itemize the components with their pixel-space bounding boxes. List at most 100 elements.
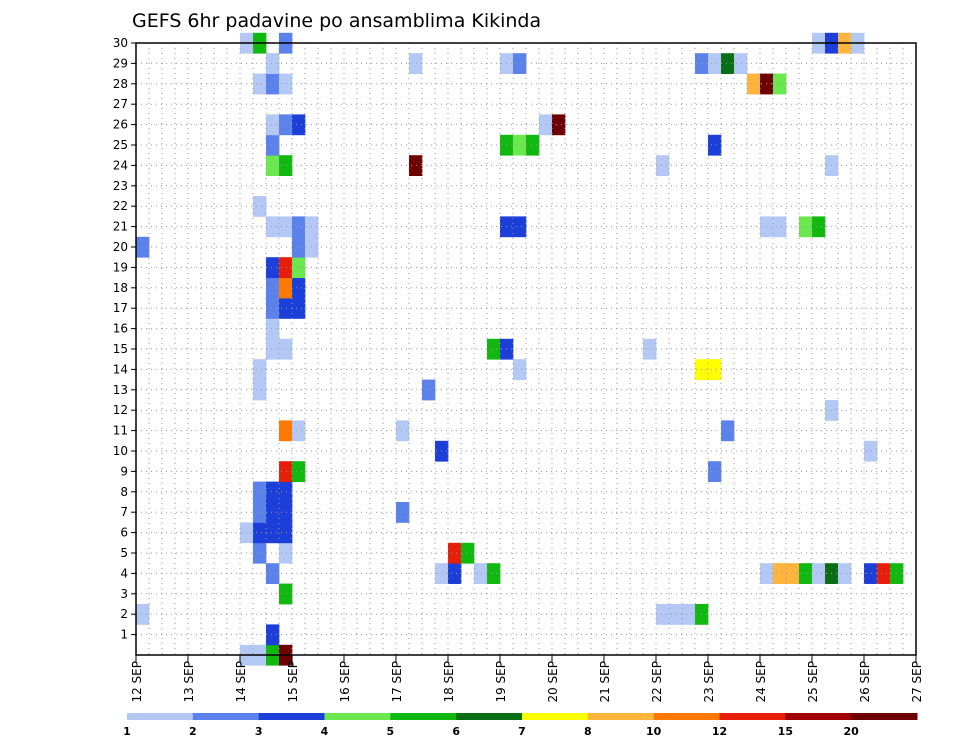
heatmap-cell xyxy=(474,563,488,584)
heatmap-cell xyxy=(253,379,267,401)
y-tick-label: 27 xyxy=(113,97,128,111)
y-tick-label: 22 xyxy=(113,199,128,213)
y-tick-label: 18 xyxy=(113,281,128,295)
colorbar-label: 2 xyxy=(189,725,197,738)
heatmap-cell xyxy=(526,134,540,156)
heatmap-cell xyxy=(799,216,813,238)
colorbar-swatch xyxy=(653,713,720,720)
y-tick-label: 4 xyxy=(120,566,128,580)
heatmap-cell xyxy=(682,604,696,625)
x-tick-label: 23 SEP xyxy=(702,661,716,703)
colorbar-label: 5 xyxy=(387,725,395,738)
heatmap-cell xyxy=(708,53,722,74)
y-tick-label: 12 xyxy=(113,403,128,417)
heatmap-cell xyxy=(292,216,306,238)
y-tick-label: 17 xyxy=(113,301,128,315)
heatmap-cell xyxy=(253,502,267,523)
heatmap-cell xyxy=(253,481,267,503)
heatmap-cell xyxy=(656,604,670,625)
y-tick-label: 2 xyxy=(120,607,128,621)
x-tick-label: 15 SEP xyxy=(286,661,300,703)
heatmap-cell xyxy=(292,298,306,319)
heatmap-cell xyxy=(513,53,527,74)
y-tick-label: 5 xyxy=(120,546,128,560)
colorbar-label: 20 xyxy=(844,725,860,738)
heatmap-cell xyxy=(253,542,267,564)
colorbar-label: 12 xyxy=(712,725,727,738)
y-tick-label: 30 xyxy=(113,36,128,50)
heatmap-cell xyxy=(136,604,150,625)
heatmap-cell xyxy=(266,257,280,278)
heatmap-cell xyxy=(253,73,267,95)
colorbar-swatch xyxy=(522,713,589,720)
x-tick-label: 24 SEP xyxy=(754,661,768,703)
y-tick-label: 28 xyxy=(113,77,128,91)
x-tick-label: 13 SEP xyxy=(182,661,196,703)
heatmap-cell xyxy=(669,604,683,625)
x-tick-label: 12 SEP xyxy=(130,661,144,703)
colorbar-swatch xyxy=(258,713,325,720)
y-axis: 1234567891011121314151617181920212223242… xyxy=(113,36,136,642)
heatmap-cell xyxy=(409,155,423,176)
heatmap-cell xyxy=(552,114,566,136)
heatmap-cell xyxy=(253,196,267,217)
heatmap-cell xyxy=(266,155,280,176)
heatmap-cell xyxy=(279,542,293,564)
y-tick-label: 23 xyxy=(113,179,128,193)
heatmap-cell xyxy=(279,114,293,136)
x-tick-label: 26 SEP xyxy=(858,661,872,703)
colorbar-swatch xyxy=(127,713,194,720)
heatmap-cell xyxy=(253,359,267,380)
x-tick-label: 19 SEP xyxy=(494,661,508,703)
heatmap-cell xyxy=(279,420,293,442)
colorbar-swatch xyxy=(192,713,260,720)
x-tick-label: 22 SEP xyxy=(650,661,664,703)
heatmap-cell xyxy=(721,53,735,74)
heatmap-cells xyxy=(136,32,904,666)
heatmap-cell xyxy=(292,461,306,482)
heatmap-cell xyxy=(864,563,878,584)
heatmap-cell xyxy=(266,522,280,544)
colorbar-label: 15 xyxy=(778,725,793,738)
y-tick-label: 20 xyxy=(113,240,128,254)
heatmap-cell xyxy=(448,542,462,564)
colorbar-swatch xyxy=(785,713,852,720)
colorbar-swatch xyxy=(390,713,457,720)
colorbar: 1 2 3 4 5 6 7 8 10 12 15 20 xyxy=(123,713,918,738)
y-tick-label: 13 xyxy=(113,383,128,397)
heatmap-cell xyxy=(279,257,293,278)
colorbar-label: 10 xyxy=(646,725,662,738)
y-tick-label: 10 xyxy=(113,444,128,458)
heatmap-cell xyxy=(708,134,722,156)
heatmap-cell xyxy=(279,298,293,319)
x-tick-label: 17 SEP xyxy=(390,661,404,703)
heatmap-cell xyxy=(656,155,670,176)
heatmap-cell xyxy=(279,277,293,299)
y-tick-label: 26 xyxy=(113,118,128,132)
heatmap-cell xyxy=(539,114,553,136)
heatmap-cell xyxy=(279,73,293,95)
grid-lines xyxy=(136,43,916,655)
colorbar-label: 1 xyxy=(123,725,131,738)
heatmap-cell xyxy=(292,236,306,258)
heatmap-cell xyxy=(266,338,280,360)
heatmap-cell xyxy=(422,379,436,401)
y-tick-label: 14 xyxy=(113,362,128,376)
heatmap-cell xyxy=(812,216,826,238)
heatmap-cell xyxy=(643,338,657,360)
heatmap-cell xyxy=(396,502,410,523)
y-tick-label: 8 xyxy=(120,485,128,499)
y-tick-label: 25 xyxy=(113,138,128,152)
heatmap-cell xyxy=(136,236,150,258)
heatmap-cell xyxy=(279,502,293,523)
heatmap-cell xyxy=(266,318,280,340)
y-tick-label: 3 xyxy=(120,587,128,601)
heatmap-cell xyxy=(266,277,280,299)
heatmap-cell xyxy=(773,73,787,95)
colorbar-label: 4 xyxy=(321,725,329,738)
heatmap-cell xyxy=(747,73,761,95)
heatmap-cell xyxy=(266,53,280,74)
heatmap-cell xyxy=(721,420,735,442)
x-tick-label: 16 SEP xyxy=(338,661,352,703)
x-tick-label: 25 SEP xyxy=(806,661,820,703)
